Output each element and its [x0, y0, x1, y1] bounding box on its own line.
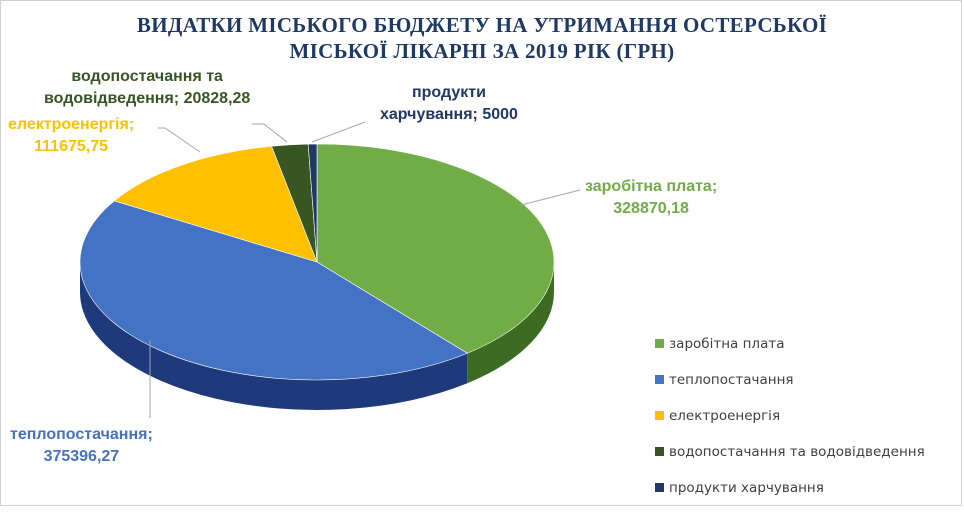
- data-label-electricity-name: електроенергія;: [8, 116, 135, 133]
- pie-slice-electricity: [113, 145, 318, 263]
- data-label-heating-value: 375396,27: [43, 448, 120, 465]
- pie-side-salary: [467, 262, 554, 384]
- leader-line-electricity: [158, 127, 201, 153]
- pie-side-heating: [80, 262, 468, 411]
- chart-title: ВИДАТКИ МІСЬКОГО БЮДЖЕТУ НА УТРИМАННЯ ОС…: [0, 12, 964, 64]
- legend-swatch-water: [655, 447, 664, 456]
- data-label-heating: теплопостачання; 375396,27: [10, 424, 153, 468]
- legend-swatch-electricity: [655, 411, 664, 420]
- pie-side-group: [80, 262, 554, 411]
- data-label-food-name: продукти: [411, 84, 486, 101]
- legend-label-food: продукти харчування: [669, 480, 824, 496]
- data-label-salary: заробітна плата; 328870,18: [585, 176, 717, 220]
- legend-label-salary: заробітна плата: [669, 336, 785, 352]
- data-label-heating-name: теплопостачання;: [10, 426, 153, 443]
- data-label-water: водопостачання та водовідведення; 20828,…: [44, 66, 250, 110]
- legend-label-electricity: електроенергія: [669, 408, 781, 424]
- pie-top-group: [79, 143, 555, 381]
- legend-swatch-food: [655, 483, 664, 492]
- data-label-electricity: електроенергія; 111675,75: [8, 114, 134, 158]
- data-label-water-value: водовідведення; 20828,28: [44, 90, 251, 107]
- chart-title-line-1: ВИДАТКИ МІСЬКОГО БЮДЖЕТУ НА УТРИМАННЯ ОС…: [136, 13, 828, 37]
- legend-label-heating: теплопостачання: [669, 372, 794, 388]
- legend-swatch-salary: [655, 339, 664, 348]
- chart-title-line-2: МІСЬКОЇ ЛІКАРНІ ЗА 2019 РІК (ГРН): [289, 39, 675, 63]
- data-label-food-value: харчування; 5000: [380, 106, 518, 123]
- leader-line-food: [311, 121, 366, 143]
- pie-slice-heating: [79, 200, 468, 381]
- data-label-salary-value: 328870,18: [613, 200, 689, 217]
- leader-line-water: [252, 123, 288, 143]
- leader-line-salary: [520, 189, 581, 206]
- pie-slice-salary: [316, 143, 555, 354]
- data-label-salary-name: заробітна плата;: [585, 178, 718, 195]
- pie-slice-food: [307, 143, 318, 263]
- legend-label-water: водопостачання та водовідведення: [669, 444, 925, 460]
- leader-lines: [149, 121, 581, 418]
- data-label-food: продукти харчування; 5000: [380, 82, 518, 126]
- data-label-electricity-value: 111675,75: [34, 138, 109, 155]
- data-label-water-name: водопостачання та: [71, 68, 223, 85]
- legend-swatch-heating: [655, 375, 664, 384]
